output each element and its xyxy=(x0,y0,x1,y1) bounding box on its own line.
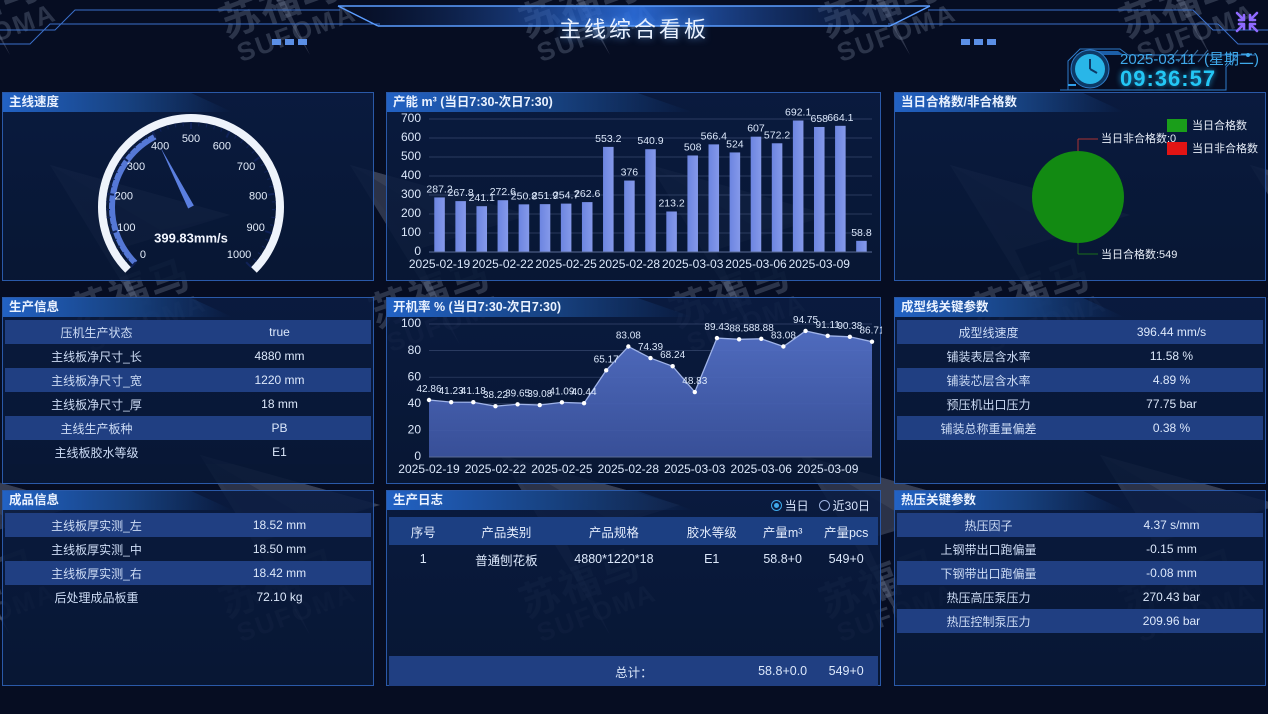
svg-text:40.44: 40.44 xyxy=(572,387,597,398)
svg-text:508: 508 xyxy=(684,141,702,153)
svg-text:658: 658 xyxy=(810,113,828,125)
svg-text:200: 200 xyxy=(115,190,133,202)
svg-text:2025-03-09: 2025-03-09 xyxy=(789,257,851,271)
svg-text:2025-02-25: 2025-02-25 xyxy=(535,257,597,271)
svg-text:20: 20 xyxy=(408,423,422,437)
svg-text:80: 80 xyxy=(408,343,422,357)
svg-text:100: 100 xyxy=(117,222,135,234)
svg-text:700: 700 xyxy=(401,111,421,125)
svg-text:当日非合格数: 当日非合格数 xyxy=(1192,141,1258,155)
svg-text:当日合格数:549: 当日合格数:549 xyxy=(1101,247,1177,261)
svg-text:524: 524 xyxy=(726,138,744,150)
svg-text:600: 600 xyxy=(401,130,421,144)
svg-text:600: 600 xyxy=(213,140,231,152)
svg-text:2025-03-03: 2025-03-03 xyxy=(664,462,726,476)
svg-text:40: 40 xyxy=(408,396,422,410)
svg-text:566.4: 566.4 xyxy=(701,130,727,142)
svg-text:400: 400 xyxy=(151,140,169,152)
svg-text:当日合格数: 当日合格数 xyxy=(1192,118,1247,132)
svg-text:2025-02-22: 2025-02-22 xyxy=(472,257,534,271)
svg-text:399.83mm/s: 399.83mm/s xyxy=(154,231,228,246)
svg-text:当日非合格数:0: 当日非合格数:0 xyxy=(1101,131,1176,145)
svg-text:2025-02-22: 2025-02-22 xyxy=(465,462,527,476)
svg-text:553.2: 553.2 xyxy=(595,133,621,145)
svg-text:664.1: 664.1 xyxy=(827,112,853,124)
svg-text:83.08: 83.08 xyxy=(616,331,641,342)
svg-text:58.8: 58.8 xyxy=(851,227,872,239)
svg-text:540.9: 540.9 xyxy=(637,135,663,147)
svg-text:2025-02-28: 2025-02-28 xyxy=(599,257,661,271)
svg-text:83.08: 83.08 xyxy=(771,331,796,342)
svg-text:300: 300 xyxy=(127,161,145,173)
svg-text:2025-03-09: 2025-03-09 xyxy=(797,462,859,476)
svg-text:262.6: 262.6 xyxy=(574,188,600,200)
svg-text:2025-03-06: 2025-03-06 xyxy=(725,257,787,271)
svg-text:2025-02-19: 2025-02-19 xyxy=(409,257,471,271)
svg-text:2025-03-03: 2025-03-03 xyxy=(662,257,724,271)
svg-text:68.24: 68.24 xyxy=(660,350,685,361)
svg-text:200: 200 xyxy=(401,206,421,220)
svg-text:376: 376 xyxy=(621,167,639,179)
svg-text:2025-02-28: 2025-02-28 xyxy=(598,462,660,476)
svg-text:400: 400 xyxy=(401,168,421,182)
svg-text:572.2: 572.2 xyxy=(764,129,790,141)
svg-text:60: 60 xyxy=(408,369,422,383)
svg-text:89.43: 89.43 xyxy=(704,322,729,333)
svg-text:100: 100 xyxy=(401,225,421,239)
svg-text:500: 500 xyxy=(182,133,200,145)
svg-text:2025-02-25: 2025-02-25 xyxy=(531,462,593,476)
svg-text:2025-02-19: 2025-02-19 xyxy=(398,462,460,476)
svg-text:0: 0 xyxy=(140,249,146,261)
svg-text:607: 607 xyxy=(747,123,765,135)
svg-text:900: 900 xyxy=(246,222,264,234)
svg-text:2025-03-06: 2025-03-06 xyxy=(731,462,793,476)
svg-text:700: 700 xyxy=(237,161,255,173)
svg-text:65.17: 65.17 xyxy=(594,354,619,365)
svg-text:48.83: 48.83 xyxy=(682,376,707,387)
svg-text:300: 300 xyxy=(401,187,421,201)
svg-text:88.5: 88.5 xyxy=(729,323,749,334)
svg-text:100: 100 xyxy=(401,316,421,330)
svg-text:1000: 1000 xyxy=(227,249,251,261)
svg-text:500: 500 xyxy=(401,149,421,163)
svg-text:213.2: 213.2 xyxy=(658,197,684,209)
svg-text:86.71: 86.71 xyxy=(859,326,882,337)
svg-text:800: 800 xyxy=(249,190,267,202)
svg-text:692.1: 692.1 xyxy=(785,107,811,119)
